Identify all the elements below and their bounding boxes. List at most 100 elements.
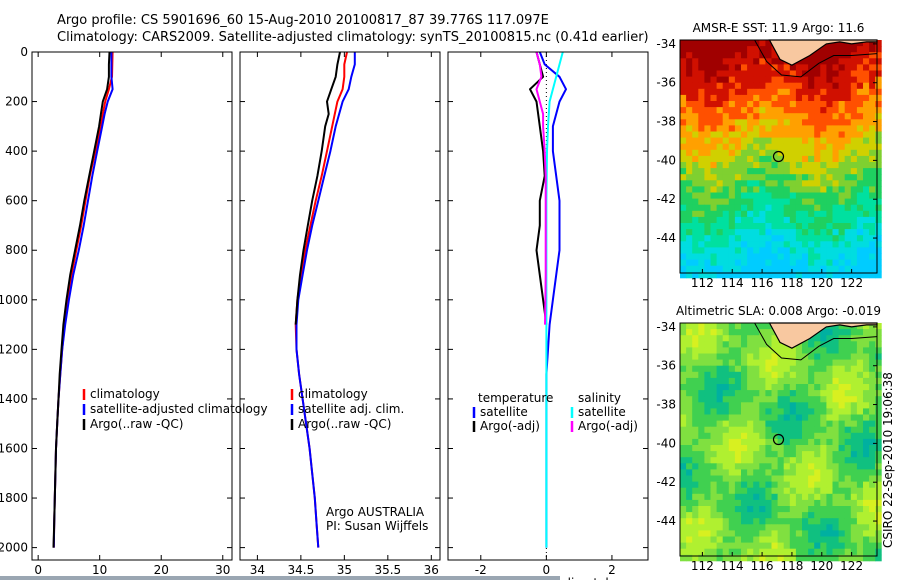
map-cell — [716, 432, 724, 440]
map-cell — [863, 143, 870, 151]
map-cell — [777, 542, 785, 550]
map-cell — [814, 499, 821, 507]
map-cell — [680, 113, 687, 120]
map-cell — [771, 408, 778, 415]
map-cell — [808, 506, 815, 513]
map-cell — [814, 149, 821, 157]
map-cell — [844, 445, 852, 452]
map-cell — [692, 64, 699, 71]
map-cell — [759, 58, 766, 65]
map-cell — [783, 365, 791, 373]
map-cell — [802, 499, 809, 507]
map-cell — [863, 457, 870, 464]
map-cell — [869, 235, 876, 242]
map-cell — [832, 548, 839, 556]
map-cell — [680, 180, 687, 187]
map-cell — [759, 46, 766, 53]
map-cell — [863, 52, 870, 59]
map-cell — [747, 168, 754, 175]
map-cell — [789, 451, 797, 458]
map-cell — [741, 445, 748, 452]
map-cell — [734, 329, 742, 336]
map-cell — [789, 216, 797, 224]
map-cell — [680, 235, 687, 242]
map-cell — [783, 408, 791, 415]
map-cell — [832, 131, 839, 138]
map-cell — [759, 253, 766, 260]
map-cell — [747, 253, 754, 260]
map-cell — [795, 506, 803, 513]
map-cell — [686, 162, 693, 169]
map-cell — [783, 82, 791, 90]
map-cell — [795, 512, 803, 519]
map-cell — [704, 70, 711, 77]
map-cell — [741, 107, 748, 114]
map-cell — [759, 155, 766, 163]
map-cell — [795, 524, 803, 531]
map-cell — [863, 402, 870, 409]
map-cell — [820, 235, 827, 242]
map-cell — [698, 506, 705, 513]
map-cell — [832, 119, 839, 126]
map-cell — [716, 137, 724, 145]
map-cell — [759, 463, 766, 470]
map-cell — [710, 408, 717, 415]
map-cell — [783, 377, 791, 385]
map-cell — [795, 542, 803, 550]
map-cell — [680, 247, 687, 254]
map-cell — [844, 457, 852, 464]
map-cell — [747, 210, 754, 218]
map-cell — [838, 94, 846, 102]
map-cell — [759, 113, 766, 120]
map-cell — [716, 174, 724, 181]
map-cell — [741, 76, 748, 84]
map-cell — [856, 180, 864, 187]
map-cell — [716, 204, 724, 212]
map-cell — [747, 204, 754, 212]
map-cell — [680, 107, 687, 114]
map-cell — [789, 536, 797, 543]
map-cell — [856, 259, 864, 267]
map-cell — [777, 180, 785, 187]
map-cell — [808, 271, 815, 279]
y-tick-label: -42 — [656, 192, 676, 206]
map-cell — [722, 52, 730, 59]
map-cell — [850, 64, 858, 71]
map-cell — [789, 241, 797, 248]
map-cell — [734, 271, 742, 279]
map-cell — [722, 259, 730, 267]
map-cell — [716, 499, 724, 507]
map-cell — [698, 481, 705, 489]
map-cell — [710, 475, 717, 482]
map-cell — [863, 469, 870, 476]
map-cell — [875, 198, 882, 206]
map-cell — [838, 174, 846, 181]
map-cell — [808, 542, 815, 550]
map-cell — [722, 223, 730, 230]
plot-frame — [31, 51, 233, 561]
y-tick-label: -38 — [656, 115, 676, 129]
map-cell — [710, 192, 717, 199]
map-cell — [716, 113, 724, 120]
map-cell — [856, 52, 864, 59]
map-cell — [838, 58, 846, 65]
map-cell — [698, 396, 705, 403]
map-cell — [838, 223, 846, 230]
x-tick-label: 2 — [608, 563, 616, 577]
map-cell — [710, 143, 717, 151]
map-cell — [802, 341, 809, 348]
map-cell — [856, 542, 864, 550]
map-cell — [844, 451, 852, 458]
x-tick-label: 0 — [543, 563, 551, 577]
map-cell — [704, 64, 711, 71]
map-cell — [728, 341, 736, 348]
map-cell — [777, 235, 785, 242]
map-cell — [759, 396, 766, 403]
map-cell — [832, 174, 839, 181]
map-cell — [680, 131, 687, 138]
map-cell — [728, 149, 736, 157]
map-cell — [765, 186, 772, 193]
map-cell — [838, 384, 846, 391]
map-cell — [716, 40, 724, 47]
map-cell — [759, 457, 766, 464]
